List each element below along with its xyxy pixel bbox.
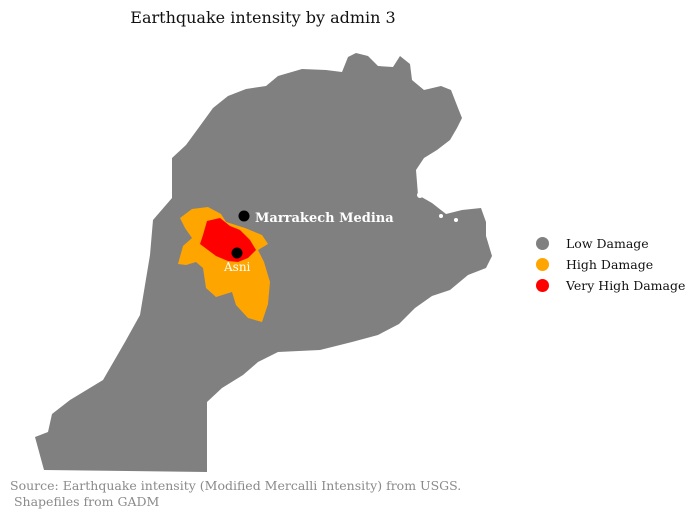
legend-marker-very-high bbox=[536, 279, 549, 292]
legend-label-high: High Damage bbox=[566, 257, 654, 272]
legend-marker-low bbox=[536, 237, 549, 250]
coast-notch bbox=[417, 192, 423, 198]
legend: Low Damage High Damage Very High Damage bbox=[536, 233, 685, 296]
source-note: Source: Earthquake intensity (Modified M… bbox=[10, 478, 461, 510]
city-label-asni: Asni bbox=[223, 260, 251, 274]
legend-marker-high bbox=[536, 258, 549, 271]
legend-label-low: Low Damage bbox=[566, 236, 649, 251]
coast-notch bbox=[454, 218, 458, 222]
legend-label-very-high: Very High Damage bbox=[566, 278, 686, 293]
city-marker-marrakech-medina bbox=[238, 210, 250, 222]
legend-item-high: High Damage bbox=[536, 254, 685, 275]
source-line-1: Source: Earthquake intensity (Modified M… bbox=[10, 478, 462, 493]
legend-item-low: Low Damage bbox=[536, 233, 685, 254]
legend-item-very-high: Very High Damage bbox=[536, 275, 685, 296]
region-high-damage bbox=[178, 207, 270, 322]
map-title: Earthquake intensity by admin 3 bbox=[130, 8, 396, 27]
coast-notch bbox=[439, 214, 443, 218]
city-marker-asni bbox=[231, 247, 243, 259]
source-line-2: Shapefiles from GADM bbox=[10, 494, 160, 509]
city-label-marrakech-medina: Marrakech Medina bbox=[255, 211, 394, 226]
